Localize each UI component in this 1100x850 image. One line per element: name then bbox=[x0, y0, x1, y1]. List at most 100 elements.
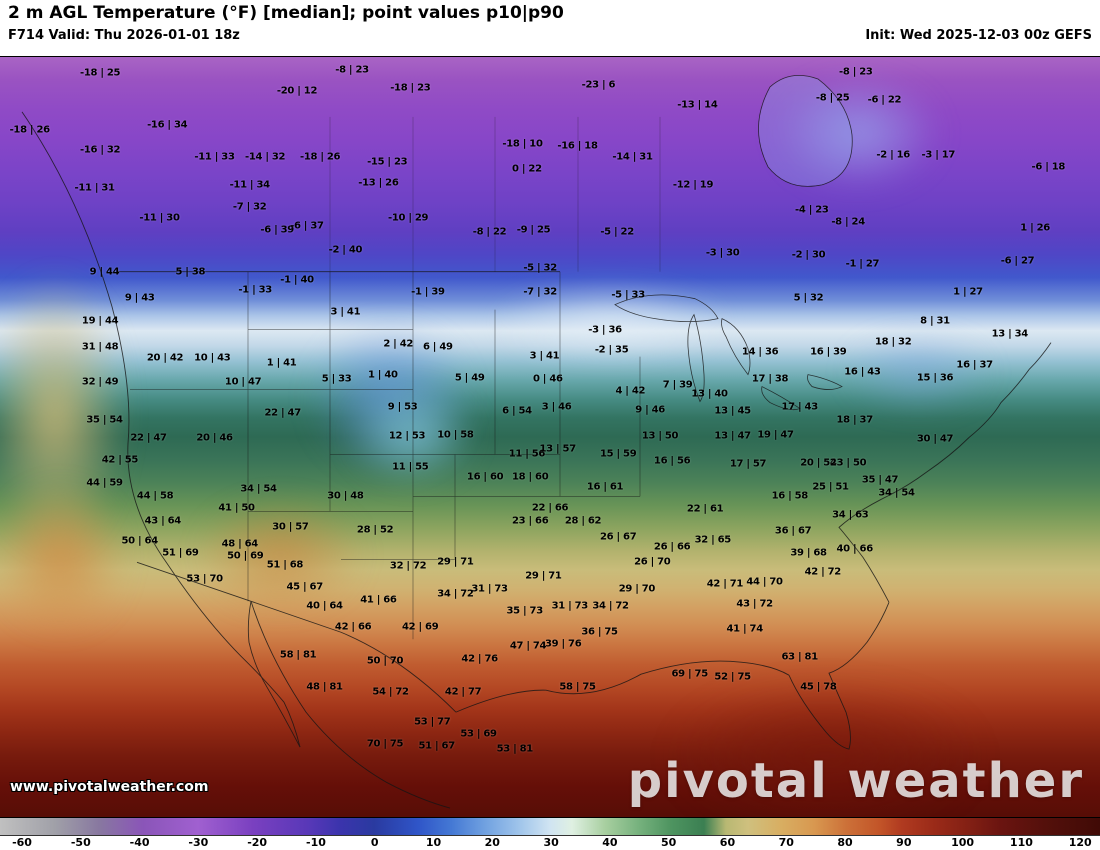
point-value: -4 | 23 bbox=[795, 204, 829, 216]
point-value: 25 | 51 bbox=[812, 481, 849, 493]
point-value: 53 | 81 bbox=[496, 743, 534, 755]
map-points-layer: -18 | 25 -8 | 23 -23 | 6 -8 | 23 -20 | 12 -18… bbox=[0, 57, 1100, 817]
point-value: 2 | 42 bbox=[383, 338, 414, 350]
point-value: 50 | 70 bbox=[366, 655, 404, 667]
point-value: 34 | 54 bbox=[878, 487, 915, 499]
point-value: 32 | 65 bbox=[694, 534, 732, 546]
point-value: 22 | 66 bbox=[531, 502, 569, 514]
point-value: -6 | 27 bbox=[1000, 255, 1035, 267]
point-value: 30 | 48 bbox=[327, 490, 364, 502]
point-value: 51 | 68 bbox=[266, 559, 304, 571]
point-value: 1 | 27 bbox=[953, 286, 983, 298]
colorbar-tick-label: 80 bbox=[837, 836, 853, 849]
point-value: 34 | 72 bbox=[437, 588, 474, 600]
point-value: -14 | 31 bbox=[612, 151, 653, 163]
point-value: -7 | 32 bbox=[523, 286, 557, 298]
point-value: 9 | 44 bbox=[89, 266, 120, 278]
point-value: 13 | 40 bbox=[691, 388, 728, 400]
point-value: 4 | 42 bbox=[615, 385, 646, 397]
point-value: 13 | 50 bbox=[641, 430, 679, 442]
point-value: 17 | 57 bbox=[729, 458, 767, 470]
page-title: 2 m AGL Temperature (°F) [median]; point… bbox=[8, 3, 564, 23]
colorbar-tick-label: 120 bbox=[1068, 836, 1092, 849]
header-meta-row: F714 Valid: Thu 2026-01-01 18z Init: Wed… bbox=[8, 28, 1092, 43]
point-value: 16 | 61 bbox=[586, 481, 624, 493]
point-value: 19 | 47 bbox=[757, 429, 794, 441]
point-value: 26 | 70 bbox=[634, 556, 671, 568]
point-value: -8 | 25 bbox=[815, 92, 850, 104]
point-value: -11 | 30 bbox=[139, 212, 180, 224]
lake-huron bbox=[721, 318, 751, 376]
point-value: -18 | 23 bbox=[390, 82, 431, 94]
point-value: -23 | 6 bbox=[581, 79, 616, 91]
point-value: 34 | 72 bbox=[592, 600, 629, 612]
point-value: -8 | 23 bbox=[335, 64, 369, 76]
point-value: 11 | 55 bbox=[392, 461, 429, 473]
point-value: 42 | 66 bbox=[334, 621, 372, 633]
point-value: 12 | 53 bbox=[388, 430, 426, 442]
point-value: 19 | 44 bbox=[81, 315, 119, 327]
colorbar-tick-label: -40 bbox=[129, 836, 150, 849]
point-value: 35 | 73 bbox=[506, 605, 544, 617]
point-value: -1 | 33 bbox=[238, 284, 272, 296]
colorbar-tick-label: 40 bbox=[602, 836, 618, 849]
point-value: -2 | 16 bbox=[876, 149, 910, 161]
point-value: -8 | 24 bbox=[831, 216, 865, 228]
point-value: -9 | 25 bbox=[516, 224, 551, 236]
point-value: -16 | 18 bbox=[557, 140, 598, 152]
point-value: 16 | 43 bbox=[844, 366, 881, 378]
point-value: 10 | 58 bbox=[437, 429, 474, 441]
province-borders bbox=[329, 116, 661, 272]
point-value: -1 | 27 bbox=[845, 258, 880, 270]
point-value: 16 | 56 bbox=[653, 455, 691, 467]
lake-erie bbox=[761, 385, 801, 411]
florida-coastline bbox=[788, 602, 890, 750]
point-value: 31 | 73 bbox=[471, 583, 508, 595]
point-value: 3 | 46 bbox=[541, 401, 572, 413]
atlantic-coastline bbox=[838, 342, 1052, 603]
mexico-west-coastline bbox=[250, 601, 451, 809]
point-value: -6 | 37 bbox=[290, 220, 324, 232]
gulf-of-california-coastline bbox=[247, 601, 301, 748]
point-value: 16 | 60 bbox=[466, 471, 504, 483]
colorbar-tick-label: 0 bbox=[370, 836, 379, 849]
point-value: -12 | 19 bbox=[672, 179, 714, 191]
point-value: 41 | 66 bbox=[360, 594, 397, 606]
point-value: 43 | 64 bbox=[144, 515, 182, 527]
point-value: -11 | 31 bbox=[74, 182, 115, 194]
point-value: 20 | 54 bbox=[800, 457, 837, 469]
hudson-bay-outline bbox=[758, 75, 853, 187]
geographic-borders-overlay bbox=[21, 75, 1052, 809]
point-value: -2 | 30 bbox=[791, 249, 826, 261]
lake-ontario bbox=[807, 374, 843, 390]
point-value: 44 | 70 bbox=[746, 576, 783, 588]
point-value: 13 | 57 bbox=[539, 443, 577, 455]
point-value: 51 | 67 bbox=[418, 740, 456, 752]
colorbar-tick-label: -30 bbox=[188, 836, 209, 849]
point-value: 42 | 77 bbox=[444, 686, 482, 698]
point-value: 1 | 41 bbox=[266, 357, 297, 369]
point-value: 23 | 66 bbox=[512, 515, 549, 527]
gulf-coastline bbox=[455, 660, 790, 713]
point-value: 30 | 57 bbox=[272, 521, 309, 533]
point-value: 22 | 47 bbox=[264, 407, 302, 419]
point-value: -6 | 18 bbox=[1031, 161, 1066, 173]
point-value: 53 | 77 bbox=[414, 716, 451, 728]
colorbar-tick-label: -20 bbox=[247, 836, 268, 849]
point-value: -11 | 34 bbox=[229, 179, 271, 191]
point-value: 30 | 47 bbox=[916, 433, 954, 445]
point-value: -2 | 40 bbox=[328, 244, 363, 256]
point-value: 15 | 59 bbox=[600, 448, 637, 460]
point-value: 44 | 59 bbox=[86, 477, 123, 489]
point-value: 36 | 75 bbox=[581, 626, 618, 638]
point-value: 50 | 69 bbox=[227, 550, 264, 562]
colorbar-tick-label: 50 bbox=[661, 836, 677, 849]
point-value: 35 | 54 bbox=[86, 414, 123, 426]
point-value: 17 | 43 bbox=[781, 401, 819, 413]
point-value: 54 | 72 bbox=[372, 686, 409, 698]
point-value: -20 | 12 bbox=[276, 85, 318, 97]
colorbar-tick-label: -50 bbox=[70, 836, 91, 849]
point-value: 26 | 66 bbox=[653, 541, 691, 553]
point-value: -10 | 29 bbox=[387, 212, 429, 224]
point-value: -3 | 17 bbox=[921, 149, 956, 161]
